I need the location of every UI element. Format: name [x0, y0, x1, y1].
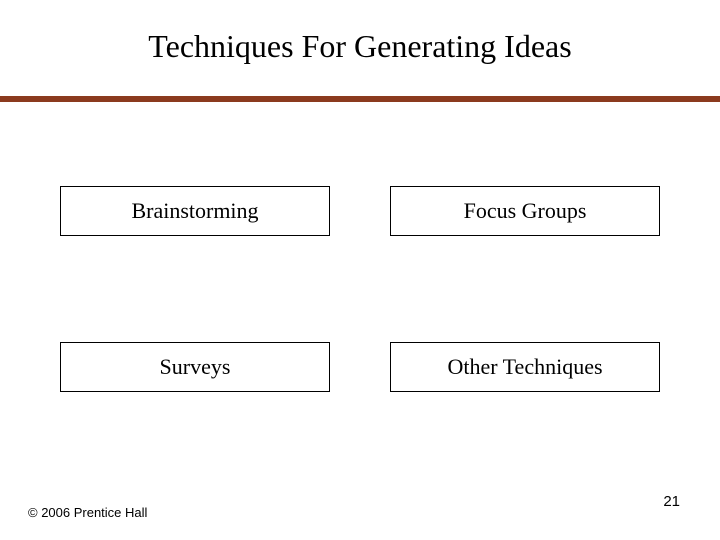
slide-title: Techniques For Generating Ideas: [0, 0, 720, 65]
page-number: 21: [663, 493, 680, 510]
box-focus-groups: Focus Groups: [390, 186, 660, 236]
box-other-techniques: Other Techniques: [390, 342, 660, 392]
divider-rule: [0, 96, 720, 102]
copyright-text: © 2006 Prentice Hall: [28, 505, 147, 520]
technique-grid: Brainstorming Focus Groups Surveys Other…: [60, 186, 660, 392]
box-brainstorming: Brainstorming: [60, 186, 330, 236]
box-surveys: Surveys: [60, 342, 330, 392]
slide: Techniques For Generating Ideas Brainsto…: [0, 0, 720, 540]
